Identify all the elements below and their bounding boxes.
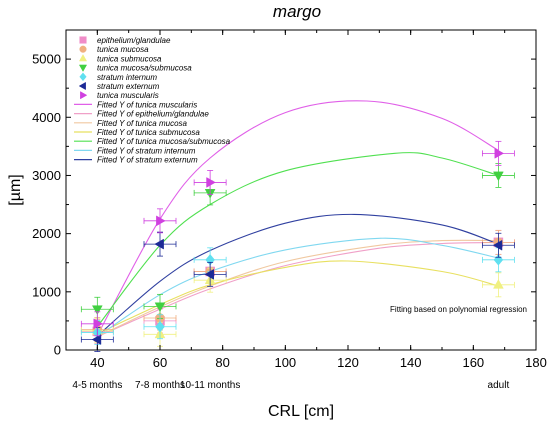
y-tick-label: 4000 xyxy=(32,110,61,125)
x-axis-label: CRL [cm] xyxy=(268,403,334,420)
point-tunica-mucosa-submucosa xyxy=(91,305,103,315)
fit-note: Fitting based on polynomial regression xyxy=(390,305,527,314)
legend-label: Fitted Y of stratum internum xyxy=(97,146,196,155)
x-tick-label: 160 xyxy=(462,355,484,370)
x-tick-label: 100 xyxy=(274,355,296,370)
x-tick-label: 120 xyxy=(337,355,359,370)
legend-marker-tunica-muscularis xyxy=(80,91,88,100)
fit-line-fitted-y-of-tunica-muscularis xyxy=(96,100,499,336)
point-tunica-mucosa-submucosa xyxy=(493,171,504,182)
legend-label: stratum externum xyxy=(97,82,160,91)
legend-label: Fitted Y of epithelium/glandulae xyxy=(97,110,209,119)
point-tunica-muscularis xyxy=(156,215,166,227)
point-stratum-externum xyxy=(492,239,503,251)
legend-label: Fitted Y of tunica submucosa xyxy=(97,128,200,137)
y-tick-label: 1000 xyxy=(32,284,61,299)
legend-marker-tunica-mucosa-submucosa xyxy=(78,64,88,72)
plot-frame xyxy=(65,29,537,351)
legend-label: Fitted Y of tunica muscularis xyxy=(97,100,197,109)
y-axis-ticks: 0 1000 2000 3000 4000 5000 xyxy=(32,52,536,358)
age-label: adult xyxy=(488,380,510,391)
point-stratum-internum xyxy=(493,254,504,266)
plot-area xyxy=(65,29,537,351)
fit-line-fitted-y-of-tunica-mucosa-submucosa xyxy=(96,152,499,328)
legend-marker-tunica-mucosa xyxy=(79,45,87,53)
legend-label: tunica mucosa/submucosa xyxy=(97,64,192,73)
legend-label: stratum internum xyxy=(97,73,157,82)
point-tunica-mucosa-submucosa xyxy=(154,302,166,313)
y-tick-label: 0 xyxy=(54,343,61,358)
legend-label: Fitted Y of tunica mucosa xyxy=(97,119,188,128)
legend-marker-epithelium-glandulae xyxy=(79,36,87,44)
y-axis-label: [µm] xyxy=(7,174,24,205)
age-label: 10-11 months xyxy=(180,380,240,391)
legend-label: tunica muscularis xyxy=(97,91,159,100)
legend-label: epithelium/glandulae xyxy=(97,36,171,45)
legend-label: Fitted Y of stratum externum xyxy=(97,156,198,165)
point-stratum-externum xyxy=(204,268,214,280)
x-tick-label: 80 xyxy=(215,355,229,370)
chart-title: margo xyxy=(273,2,321,21)
point-stratum-externum xyxy=(154,238,164,250)
y-tick-label: 2000 xyxy=(32,226,61,241)
legend-marker-stratum-internum xyxy=(79,72,87,82)
point-tunica-muscularis xyxy=(93,318,104,330)
y-tick-label: 3000 xyxy=(32,168,61,183)
point-stratum-internum xyxy=(155,320,165,333)
point-tunica-muscularis xyxy=(494,147,505,159)
data-points xyxy=(80,140,515,352)
point-tunica-muscularis xyxy=(206,177,216,188)
point-stratum-externum xyxy=(91,334,102,345)
x-tick-label: 40 xyxy=(90,355,104,370)
x-tick-label: 180 xyxy=(525,355,547,370)
x-tick-label: 140 xyxy=(400,355,422,370)
x-tick-label: 60 xyxy=(153,355,167,370)
legend-marker-stratum-externum xyxy=(78,81,86,91)
x-axis-ticks: 40 60 80 100 120 140 160 180 xyxy=(65,30,547,370)
fit-line-fitted-y-of-stratum-externum xyxy=(96,213,499,337)
legend-label: tunica submucosa xyxy=(97,54,162,63)
point-tunica-submucosa xyxy=(493,279,504,289)
age-label: 4-5 months xyxy=(72,380,122,391)
y-tick-label: 5000 xyxy=(32,52,61,67)
age-label: 7-8 months xyxy=(135,380,185,391)
legend-label: tunica mucosa xyxy=(97,45,149,54)
legend-marker-tunica-submucosa xyxy=(78,54,88,62)
legend-label: Fitted Y of tunica mucosa/submucosa xyxy=(97,137,231,146)
